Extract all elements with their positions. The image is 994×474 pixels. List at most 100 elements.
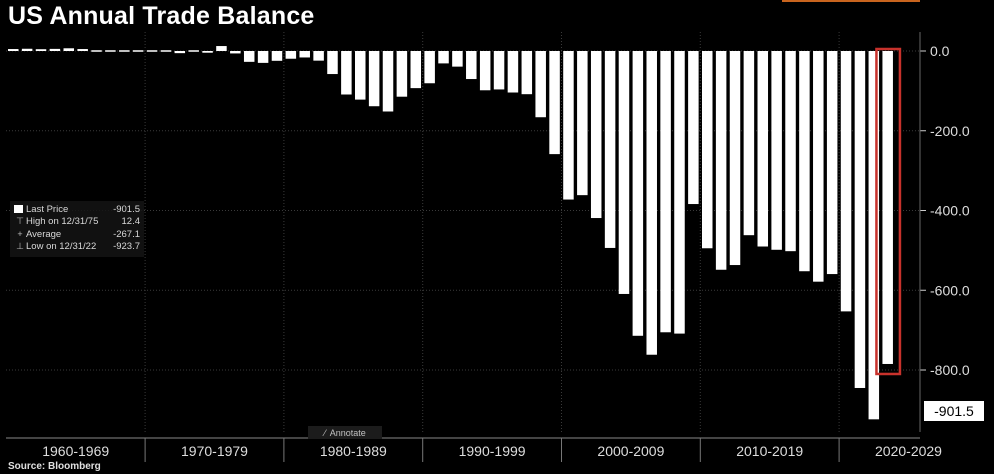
bar-1993	[466, 51, 477, 80]
chart-title: US Annual Trade Balance	[8, 2, 315, 30]
bar-1978	[257, 51, 269, 63]
pencil-icon: ⁄	[324, 427, 326, 438]
legend-label: Last Price	[26, 203, 69, 215]
bar-1974	[202, 51, 213, 53]
legend[interactable]: Last Price -901.5 ⊤ High on 12/31/75 12.…	[10, 201, 144, 257]
bar-1963	[49, 48, 61, 51]
square-icon	[14, 205, 23, 214]
y-tick-label: 0.0	[930, 43, 950, 59]
bar-1988	[396, 51, 408, 97]
bar-1972	[174, 51, 186, 54]
bar-2021	[854, 51, 866, 388]
x-group-label: 2000-2009	[597, 443, 664, 459]
bar-2007	[660, 51, 671, 333]
bar-2016	[785, 51, 796, 252]
x-group-label: 1980-1989	[320, 443, 387, 459]
bar-1976	[230, 51, 241, 54]
bar-1969	[132, 50, 144, 52]
bar-2022	[868, 51, 880, 420]
bar-2012	[729, 51, 741, 266]
bar-1986	[368, 51, 380, 107]
bar-2015	[771, 51, 782, 250]
annotate-button[interactable]: ⁄ Annotate	[308, 426, 382, 439]
legend-value: -923.7	[113, 241, 140, 253]
bar-2013	[743, 51, 755, 236]
bar-2009	[688, 51, 699, 205]
highlight-layer	[875, 47, 902, 376]
legend-value: -267.1	[113, 228, 140, 240]
bar-2005	[632, 51, 644, 336]
bar-1981	[299, 51, 310, 58]
bar-1960	[8, 49, 19, 51]
legend-row-average: + Average -267.1	[14, 228, 140, 241]
bar-1987	[382, 51, 394, 112]
bar-1983	[327, 51, 338, 75]
bar-1979	[271, 51, 283, 61]
bar-1984	[341, 51, 352, 95]
bar-2008	[674, 51, 685, 334]
bar-2010	[702, 51, 713, 249]
x-group-label: 1990-1999	[459, 443, 526, 459]
bar-2002	[590, 51, 602, 219]
bar-1975	[216, 46, 227, 51]
legend-value: 12.4	[121, 216, 141, 228]
bar-1970	[146, 50, 158, 52]
y-tick-label: -600.0	[930, 282, 970, 298]
bar-1982	[313, 51, 324, 61]
y-tick-label: -800.0	[930, 362, 970, 378]
bar-1992	[452, 51, 463, 67]
y-tick-label: -400.0	[930, 203, 970, 219]
bar-2018	[813, 51, 824, 282]
bar-1999	[549, 51, 560, 155]
bar-1991	[438, 51, 449, 64]
bar-1967	[105, 50, 116, 52]
legend-row-low: ⊥ Low on 12/31/22 -923.7	[14, 241, 140, 254]
bar-2003	[604, 51, 616, 248]
high-icon: ⊤	[16, 216, 24, 227]
bar-1962	[35, 49, 47, 51]
bars	[8, 46, 893, 420]
source-note: Source: Bloomberg	[8, 461, 101, 472]
bar-1998	[535, 51, 546, 118]
bar-1968	[119, 50, 130, 52]
bar-2004	[618, 51, 630, 294]
legend-label: Average	[26, 228, 62, 240]
bar-1994	[479, 51, 491, 91]
legend-label: Low on 12/31/22	[26, 241, 97, 253]
bar-2001	[577, 51, 588, 196]
bar-2011	[715, 51, 727, 270]
y-axis-ticks: 0.0 -200.0 -400.0 -600.0 -800.0	[919, 32, 970, 432]
bar-2014	[757, 51, 769, 247]
bar-2019	[826, 51, 838, 275]
bar-1965	[77, 49, 88, 51]
bar-1997	[521, 51, 533, 95]
bar-1996	[507, 51, 519, 93]
x-group-label: 1970-1979	[181, 443, 248, 459]
x-group-label: 1960-1969	[42, 443, 109, 459]
bar-2023	[882, 51, 893, 364]
bar-2020	[840, 51, 852, 312]
bar-1985	[355, 51, 366, 100]
bar-1980	[285, 51, 297, 59]
x-axis-groups: 1960-1969 1970-1979 1980-1989 1990-1999 2000…	[6, 437, 942, 462]
legend-row-last-price: Last Price -901.5	[14, 203, 140, 216]
legend-value: -901.5	[113, 203, 140, 215]
bar-1971	[160, 50, 172, 52]
gridlines	[6, 32, 920, 432]
average-icon: +	[17, 229, 23, 240]
bar-2017	[799, 51, 810, 272]
last-value-label: -901.5	[924, 401, 984, 421]
bar-1977	[243, 51, 255, 62]
highlight-box	[875, 47, 902, 376]
x-group-label: 2020-2029	[875, 443, 942, 459]
top-accent-bar	[782, 0, 920, 2]
bar-1990	[424, 51, 435, 84]
annotate-label: Annotate	[329, 427, 366, 438]
bar-1989	[410, 51, 422, 89]
bar-1961	[21, 48, 33, 51]
bar-1966	[91, 50, 102, 52]
bar-1964	[63, 48, 75, 51]
legend-row-high: ⊤ High on 12/31/75 12.4	[14, 216, 140, 229]
bar-1995	[493, 51, 505, 90]
